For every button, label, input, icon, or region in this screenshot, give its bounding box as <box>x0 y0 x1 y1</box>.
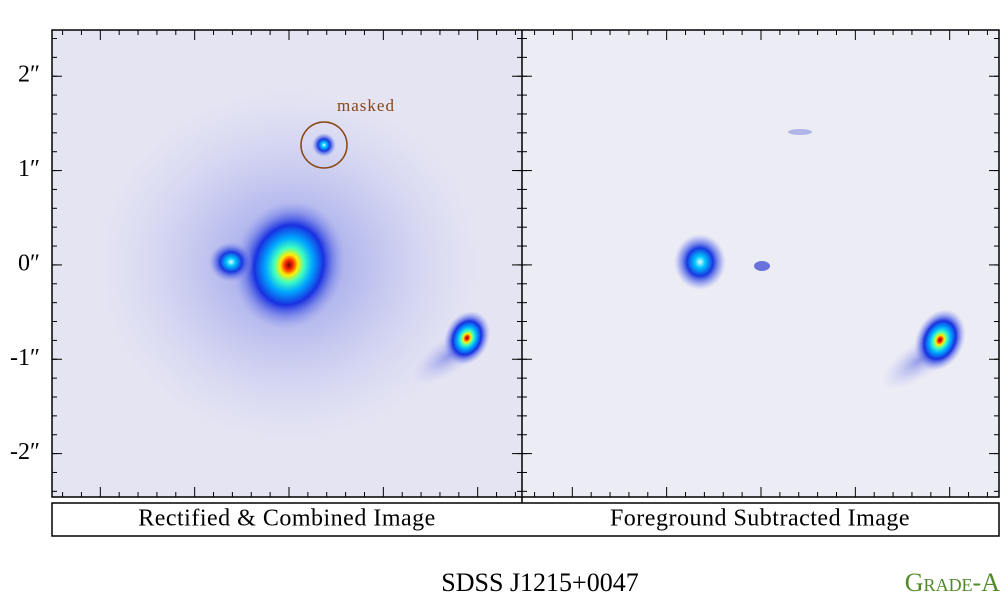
source <box>674 234 726 290</box>
source <box>209 242 253 282</box>
grade: Grade-A <box>905 568 1000 597</box>
y-tick-label: -1″ <box>10 345 40 371</box>
y-tick-label: 1″ <box>18 156 40 182</box>
arc <box>443 310 491 366</box>
residual <box>754 261 770 271</box>
arc <box>914 309 966 371</box>
panel-caption: Rectified & Combined Image <box>138 506 436 532</box>
caption-box <box>51 502 1000 537</box>
annotation: masked <box>337 96 395 115</box>
residual <box>788 129 812 135</box>
y-tick-label: 2″ <box>18 62 40 88</box>
frame <box>51 29 1000 498</box>
y-tick-label: 0″ <box>18 250 40 276</box>
lens-galaxy <box>233 200 345 330</box>
panel-caption: Foreground Subtracted Image <box>610 506 910 532</box>
mask-circle <box>300 121 348 169</box>
object-name: SDSS J1215+0047 <box>441 568 638 597</box>
y-tick-label: -2″ <box>10 439 40 465</box>
source <box>312 133 336 157</box>
